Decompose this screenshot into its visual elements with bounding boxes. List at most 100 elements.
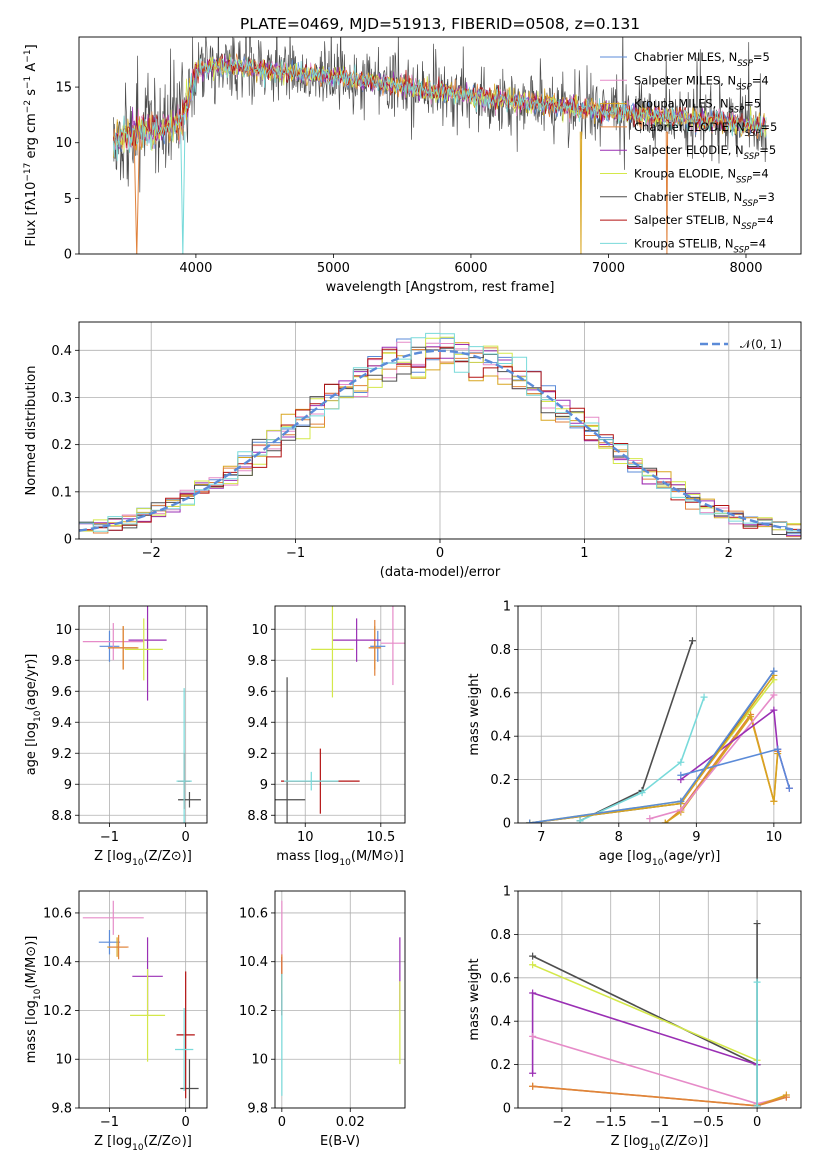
legend-n: =5 <box>753 50 770 64</box>
series-marker <box>753 920 761 928</box>
series-marker <box>688 637 696 645</box>
y-tick-label: 10 <box>55 136 72 151</box>
y-tick-label: 9.6 <box>51 685 72 700</box>
y-tick-label: 9.4 <box>247 716 268 731</box>
spectrum-line <box>113 54 767 149</box>
y-tick-label: 10.2 <box>239 1004 268 1019</box>
x-tick-label: −1 <box>286 546 305 561</box>
y-tick-label: 10.6 <box>43 906 72 921</box>
y-tick-label: 0.3 <box>51 391 72 406</box>
y-tick-label: 0.4 <box>51 344 72 359</box>
series-line <box>579 696 705 822</box>
label-part: (Z/Z⊙)] <box>144 849 192 864</box>
panel-residuals: −2 −1 0 1 2 0 0.1 0.2 0.3 0.4 (data-model)/error No… <box>24 321 802 580</box>
series-marker <box>529 989 537 997</box>
axes-frame <box>517 890 802 1109</box>
plot-area-age-vs-mass <box>275 606 405 823</box>
series-marker <box>774 745 782 753</box>
legend-entry: Chabrier ELODIE, NSSP=5 <box>634 120 777 139</box>
legend-sub: SSP <box>744 152 760 162</box>
y-tick-label: 10 <box>55 1053 72 1068</box>
label-part: Z [ <box>611 1134 629 1149</box>
label-part: age [ <box>599 849 632 864</box>
legend-entry: Salpeter MILES, NSSP=4 <box>634 73 769 92</box>
y-tick-label: 9.8 <box>51 654 72 669</box>
series-line <box>529 679 775 823</box>
y-tick-label: 15 <box>55 81 72 96</box>
label-part: mass [ <box>24 1020 39 1063</box>
series-marker <box>770 667 778 675</box>
series-marker <box>753 1102 761 1108</box>
axes-frame <box>517 605 802 824</box>
y-tick-label: 0.6 <box>490 686 511 701</box>
label-part: mass weight <box>467 958 482 1040</box>
series-line <box>532 955 758 1066</box>
legend-sub: SSP <box>745 129 761 139</box>
label-part: 10 <box>33 988 43 1000</box>
y-tick-label: 9 <box>260 778 268 793</box>
x-tick-label: 7 <box>537 830 545 845</box>
legend-label: Salpeter ELODIE, N <box>634 143 744 157</box>
plot-area-weight-vs-age <box>518 606 801 823</box>
series-marker <box>677 797 685 805</box>
series-line <box>664 712 779 823</box>
legend-entry: Salpeter STELIB, NSSP=4 <box>634 213 774 232</box>
legend-entry: Chabrier STELIB, NSSP=3 <box>634 190 775 209</box>
y-tick-label: 0 <box>64 533 72 548</box>
series-marker <box>747 713 755 721</box>
label-part: (age/yr)] <box>24 654 39 711</box>
x-tick-label: 6000 <box>454 261 487 276</box>
y-tick-label: 0 <box>503 817 511 832</box>
series-marker <box>677 758 685 766</box>
legend-entry: Kroupa ELODIE, NSSP=4 <box>634 167 769 186</box>
y-tick-label: 0.6 <box>490 971 511 986</box>
label-part: (Z/Z⊙)] <box>660 1134 708 1149</box>
chart-title: PLATE=0469, MJD=51913, FIBERID=0508, z=0… <box>240 15 640 33</box>
x-tick-label: −1 <box>100 830 119 845</box>
legend-sub: SSP <box>741 222 757 232</box>
series-line <box>532 964 758 1062</box>
label-part: (Z/Z⊙)] <box>144 1134 192 1149</box>
x-axis-label: wavelength [Angstrom, rest frame] <box>326 280 555 295</box>
histogram-step <box>79 346 801 531</box>
legend-n: =5 <box>744 97 761 111</box>
y-tick-label: 10.4 <box>239 955 268 970</box>
x-tick-label: 4000 <box>179 261 212 276</box>
y-tick-label: 10.4 <box>43 955 72 970</box>
y-tick-label: 10.2 <box>43 1004 72 1019</box>
series-marker <box>677 806 685 814</box>
y-tick-label: 0.2 <box>490 773 511 788</box>
plot-area-mass-vs-z <box>79 891 207 1108</box>
label-part: 10 <box>132 858 144 868</box>
legend-label: 𝒩(0, 1) <box>740 337 782 351</box>
y-tick-label: 10 <box>55 623 72 638</box>
y-tick-label: 9.8 <box>247 654 268 669</box>
series-marker <box>770 797 778 805</box>
legend-label: Chabrier ELODIE, N <box>634 120 745 134</box>
legend-entry: Salpeter ELODIE, NSSP=5 <box>634 143 776 162</box>
legend-entry: Kroupa STELIB, NSSP=4 <box>634 236 766 255</box>
y-tick-label: 0.2 <box>490 1058 511 1073</box>
legend-entry: Chabrier MILES, NSSP=5 <box>634 50 770 69</box>
y-tick-label: 9.2 <box>247 747 268 762</box>
y-tick-label: 10 <box>251 623 268 638</box>
label-part: −1 <box>23 49 33 62</box>
series-marker <box>770 706 778 714</box>
plot-area-mass-vs-ebv <box>275 891 405 1108</box>
y-tick-label: 9.6 <box>247 685 268 700</box>
absorption-line <box>665 131 669 254</box>
series-marker <box>700 693 708 701</box>
x-tick-label: 10 <box>297 830 314 845</box>
y-tick-label: 0.4 <box>490 730 511 745</box>
x-tick-label: 0 <box>278 1115 286 1130</box>
x-tick-label: 0.02 <box>336 1115 365 1130</box>
series-marker <box>753 978 761 986</box>
y-axis-label: mass [log10(M/M⊙)] <box>24 936 43 1064</box>
label-part: log <box>112 849 132 864</box>
x-tick-label: 0 <box>182 830 190 845</box>
series-marker <box>646 815 654 823</box>
x-tick-label: −2 <box>142 546 161 561</box>
label-part: Z [ <box>94 849 112 864</box>
